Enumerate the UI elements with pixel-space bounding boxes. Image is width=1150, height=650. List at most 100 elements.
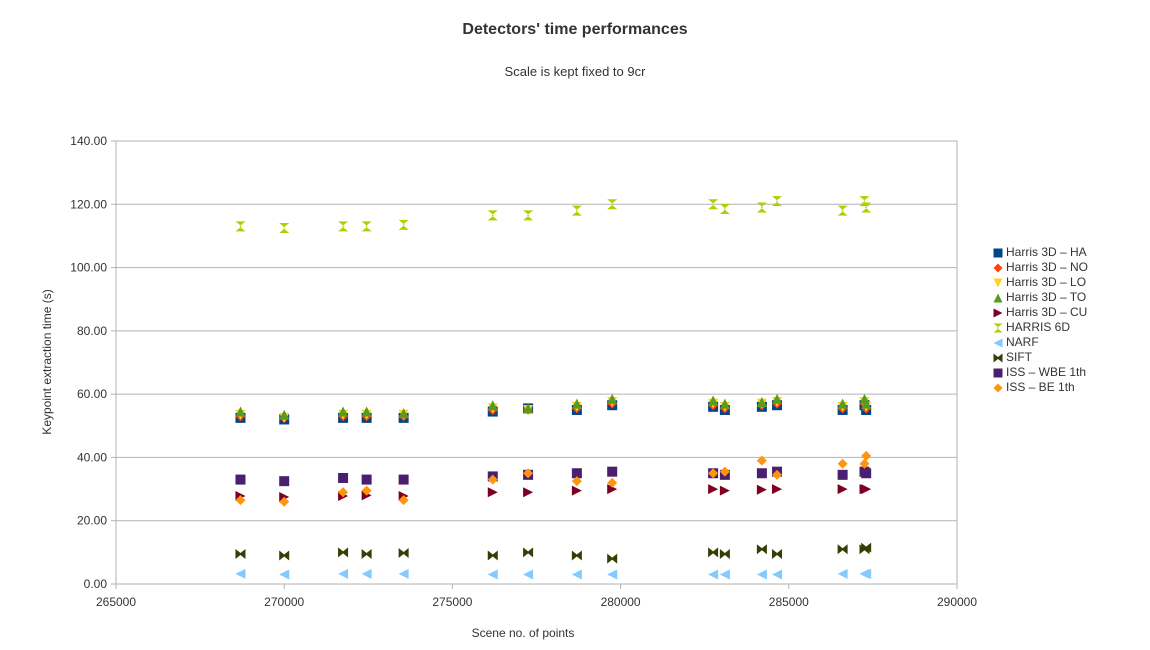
data-point [607, 466, 618, 477]
data-point [708, 468, 719, 479]
data-point [361, 221, 372, 232]
legend-marker [993, 338, 1003, 347]
x-tick-label: 265000 [96, 595, 136, 609]
legend-item: SIFT [993, 350, 1088, 365]
legend-marker-shape [993, 323, 1003, 332]
data-point [719, 548, 730, 559]
axis-ticks: 0.00 20.00 40.00 60.00 80.00 100.00 120.00 140.… [70, 134, 977, 609]
data-point [338, 472, 349, 483]
data-point [719, 569, 730, 580]
data-point [338, 568, 349, 579]
data-point [338, 487, 349, 498]
legend-item: Harris 3D – TO [993, 290, 1088, 305]
data-point [607, 199, 618, 210]
data-point [523, 547, 534, 558]
series-9 [235, 450, 872, 507]
data-point [861, 568, 872, 579]
y-tick-label: 40.00 [77, 450, 107, 464]
data-point [398, 568, 409, 579]
data-point [607, 553, 618, 564]
data-point [837, 568, 848, 579]
data-point [361, 548, 372, 559]
legend-marker [993, 248, 1003, 257]
chart-title: Detectors' time performances [462, 21, 688, 38]
data-point [571, 205, 582, 216]
data-point [859, 196, 870, 207]
data-point [487, 210, 498, 221]
data-point [571, 550, 582, 561]
data-point [861, 484, 872, 495]
data-point [523, 210, 534, 221]
grid-lines [116, 140, 957, 585]
legend-marker [993, 278, 1003, 287]
legend-marker [993, 368, 1003, 377]
data-point [361, 406, 372, 417]
data-point [756, 484, 767, 495]
legend-marker [993, 263, 1003, 272]
y-tick-label: 120.00 [70, 197, 107, 211]
data-point [708, 484, 719, 495]
data-point [398, 547, 409, 558]
legend-marker-shape [993, 353, 1003, 362]
data-point [861, 450, 872, 461]
y-tick-label: 80.00 [77, 324, 107, 338]
data-point [861, 468, 872, 479]
data-point [571, 468, 582, 479]
data-point [719, 204, 730, 215]
data-point [772, 393, 783, 404]
legend-label: Harris 3D – HA [1006, 245, 1087, 259]
x-tick-label: 270000 [264, 595, 304, 609]
legend-marker [993, 293, 1003, 302]
data-point [338, 547, 349, 558]
legend-marker-shape [993, 383, 1003, 392]
legend-label: NARF [1006, 335, 1039, 349]
data-point [756, 455, 767, 466]
data-point [235, 568, 246, 579]
data-point [571, 476, 582, 487]
data-point [756, 202, 767, 213]
data-point [719, 398, 730, 409]
data-point [571, 398, 582, 409]
data-point [708, 395, 719, 406]
x-tick-label: 290000 [937, 595, 977, 609]
data-point [861, 202, 872, 213]
data-point [523, 403, 534, 414]
data-point [398, 474, 409, 485]
data-point [523, 569, 534, 580]
data-point [607, 569, 618, 580]
data-point [772, 484, 783, 495]
chart-subtitle: Scale is kept fixed to 9cr [504, 64, 646, 79]
y-tick-label: 60.00 [77, 387, 107, 401]
data-point [756, 569, 767, 580]
series-6 [235, 568, 872, 580]
data-point [487, 550, 498, 561]
data-point [279, 409, 290, 420]
data-point [719, 466, 730, 477]
legend-label: ISS – BE 1th [1006, 380, 1075, 394]
data-point [607, 484, 618, 495]
legend-item: Harris 3D – CU [993, 305, 1088, 320]
data-point [756, 468, 767, 479]
legend-label: Harris 3D – NO [1006, 260, 1089, 274]
data-point [487, 487, 498, 498]
data-point [708, 547, 719, 558]
data-point [523, 487, 534, 498]
data-point [607, 477, 618, 488]
data-point [398, 219, 409, 230]
data-point [235, 474, 246, 485]
y-tick-label: 140.00 [70, 134, 107, 148]
legend-item: NARF [993, 335, 1088, 350]
y-tick-label: 0.00 [84, 577, 108, 591]
legend-item: ISS – BE 1th [993, 380, 1088, 395]
data-point [719, 485, 730, 496]
data-markers [235, 196, 872, 580]
y-axis-title: Keypoint extraction time (s) [40, 289, 54, 434]
data-point [235, 221, 246, 232]
data-point [279, 223, 290, 234]
data-point [235, 495, 246, 506]
data-point [837, 544, 848, 555]
legend-label: Harris 3D – LO [1006, 275, 1087, 289]
legend-item: ISS – WBE 1th [993, 365, 1088, 380]
legend-item: Harris 3D – LO [993, 275, 1088, 290]
x-tick-label: 275000 [432, 595, 472, 609]
